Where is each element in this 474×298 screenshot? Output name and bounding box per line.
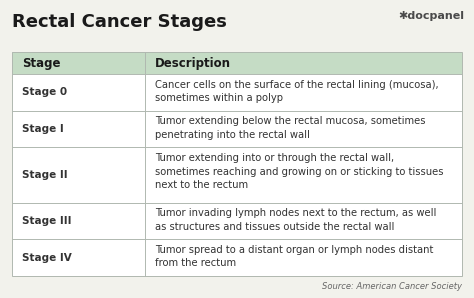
Text: Stage I: Stage I bbox=[22, 124, 64, 134]
Text: Source: American Cancer Society: Source: American Cancer Society bbox=[322, 282, 462, 291]
Bar bbox=[12, 52, 462, 74]
Text: Stage IV: Stage IV bbox=[22, 253, 72, 263]
Text: Stage III: Stage III bbox=[22, 216, 72, 226]
Text: Stage II: Stage II bbox=[22, 170, 68, 180]
Bar bbox=[12, 52, 462, 276]
Text: ✱docpanel: ✱docpanel bbox=[398, 11, 464, 21]
Text: Description: Description bbox=[155, 57, 231, 69]
Bar bbox=[12, 148, 462, 203]
Text: Stage: Stage bbox=[22, 57, 61, 69]
Bar bbox=[12, 203, 462, 239]
Text: Tumor extending into or through the rectal wall,
sometimes reaching and growing : Tumor extending into or through the rect… bbox=[155, 153, 443, 190]
Text: Cancer cells on the surface of the rectal lining (mucosa),
sometimes within a po: Cancer cells on the surface of the recta… bbox=[155, 80, 438, 103]
Text: Tumor invading lymph nodes next to the rectum, as well
as structures and tissues: Tumor invading lymph nodes next to the r… bbox=[155, 208, 436, 232]
Bar bbox=[12, 111, 462, 148]
Bar bbox=[12, 74, 462, 111]
Text: Tumor spread to a distant organ or lymph nodes distant
from the rectum: Tumor spread to a distant organ or lymph… bbox=[155, 245, 433, 268]
Text: Tumor extending below the rectal mucosa, sometimes
penetrating into the rectal w: Tumor extending below the rectal mucosa,… bbox=[155, 116, 425, 140]
Text: Stage 0: Stage 0 bbox=[22, 87, 67, 97]
Bar bbox=[12, 239, 462, 276]
Text: Rectal Cancer Stages: Rectal Cancer Stages bbox=[12, 13, 227, 31]
